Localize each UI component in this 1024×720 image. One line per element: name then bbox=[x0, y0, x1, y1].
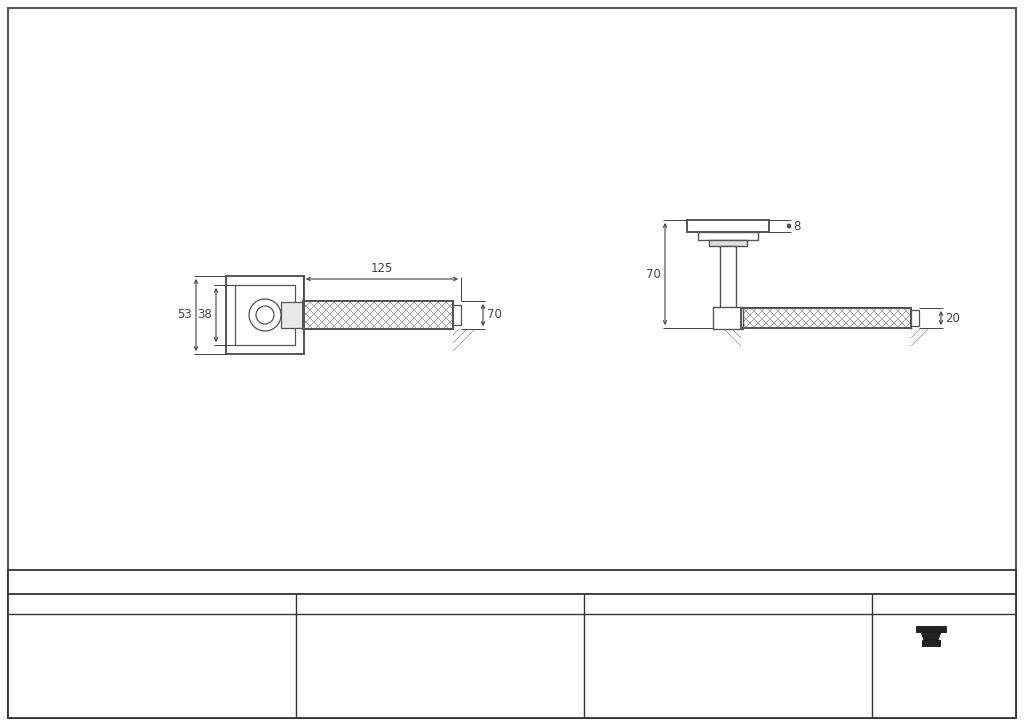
Text: ®: ® bbox=[972, 626, 980, 634]
Text: 12 x Fixing Screws: 12 x Fixing Screws bbox=[302, 690, 398, 700]
Text: From the: From the bbox=[938, 624, 978, 632]
Bar bbox=[911, 310, 919, 326]
Bar bbox=[741, 308, 911, 328]
Text: 1 x Split Spindle (8mm x 110mm): 1 x Split Spindle (8mm x 110mm) bbox=[302, 649, 477, 659]
Text: Base Material:: Base Material: bbox=[590, 690, 665, 700]
Bar bbox=[303, 301, 453, 329]
Polygon shape bbox=[921, 632, 941, 640]
Text: Brompton Lever on Rose Set: Brompton Lever on Rose Set bbox=[96, 636, 245, 646]
Bar bbox=[234, 285, 295, 345]
Bar bbox=[709, 240, 746, 246]
Circle shape bbox=[249, 299, 281, 331]
Bar bbox=[741, 308, 911, 328]
Text: 8: 8 bbox=[793, 220, 801, 233]
Text: 20: 20 bbox=[945, 312, 959, 325]
Bar bbox=[687, 220, 769, 232]
Text: Anvil: Anvil bbox=[914, 632, 993, 660]
Text: 70: 70 bbox=[646, 268, 662, 281]
Text: Stainless Steel: Stainless Steel bbox=[648, 690, 725, 700]
Text: Fixing Screws: Fixing Screws bbox=[590, 599, 666, 609]
Text: 38: 38 bbox=[198, 308, 212, 322]
Text: 1 x Steel Allen Key: 1 x Steel Allen Key bbox=[302, 676, 399, 686]
Text: www.fromtheanvil.co.uk: www.fromtheanvil.co.uk bbox=[905, 657, 1002, 665]
Text: Finish:: Finish: bbox=[590, 676, 624, 686]
Bar bbox=[226, 276, 304, 354]
Text: Please Note, due to the hand crafted nature of our products all measurements are: Please Note, due to the hand crafted nat… bbox=[16, 577, 705, 587]
Text: Size:: Size: bbox=[590, 622, 615, 632]
Bar bbox=[8, 570, 1016, 718]
Circle shape bbox=[256, 306, 274, 324]
Bar bbox=[713, 307, 743, 329]
Text: Matt Black: Matt Black bbox=[96, 662, 152, 672]
Text: Matt Black: Matt Black bbox=[648, 676, 703, 686]
Text: Product Information: Product Information bbox=[14, 599, 125, 609]
Bar bbox=[453, 305, 461, 325]
Text: 70: 70 bbox=[487, 308, 502, 322]
Text: 1 x Split Spindle (8mm x 140mm): 1 x Split Spindle (8mm x 140mm) bbox=[302, 662, 477, 672]
Text: 2 x Handles: 2 x Handles bbox=[302, 622, 364, 632]
Text: 125: 125 bbox=[371, 262, 393, 275]
Bar bbox=[303, 301, 453, 329]
Text: Slotted Male & Female Bolt: Slotted Male & Female Bolt bbox=[648, 662, 790, 672]
Text: 4 x 90mm & 16mm: 4 x 90mm & 16mm bbox=[648, 649, 749, 659]
Bar bbox=[281, 302, 303, 328]
Text: Mild Steel: Mild Steel bbox=[96, 676, 147, 686]
Polygon shape bbox=[916, 626, 946, 632]
Text: Countersunk: Countersunk bbox=[648, 636, 715, 646]
Text: Base Material:: Base Material: bbox=[14, 676, 89, 686]
Text: 8 x Gauge 8 x 3/4″ (4mm x 19mm): 8 x Gauge 8 x 3/4″ (4mm x 19mm) bbox=[648, 622, 828, 632]
Polygon shape bbox=[922, 640, 940, 646]
Text: •: • bbox=[948, 625, 954, 635]
Text: Description:: Description: bbox=[14, 636, 78, 646]
Text: Product Code:: Product Code: bbox=[14, 622, 87, 632]
Text: 53: 53 bbox=[177, 308, 193, 322]
Text: Size:: Size: bbox=[590, 649, 615, 659]
Text: Finish:: Finish: bbox=[14, 662, 47, 672]
Bar bbox=[698, 232, 758, 240]
Text: Type:: Type: bbox=[590, 662, 617, 672]
Bar bbox=[720, 246, 736, 311]
Text: 2 x Covers: 2 x Covers bbox=[302, 636, 357, 646]
Text: Pack Contents: Pack Contents bbox=[302, 599, 381, 609]
Text: (Square): (Square) bbox=[96, 649, 140, 659]
Text: Type:: Type: bbox=[590, 636, 617, 646]
Text: 45678: 45678 bbox=[96, 622, 129, 632]
